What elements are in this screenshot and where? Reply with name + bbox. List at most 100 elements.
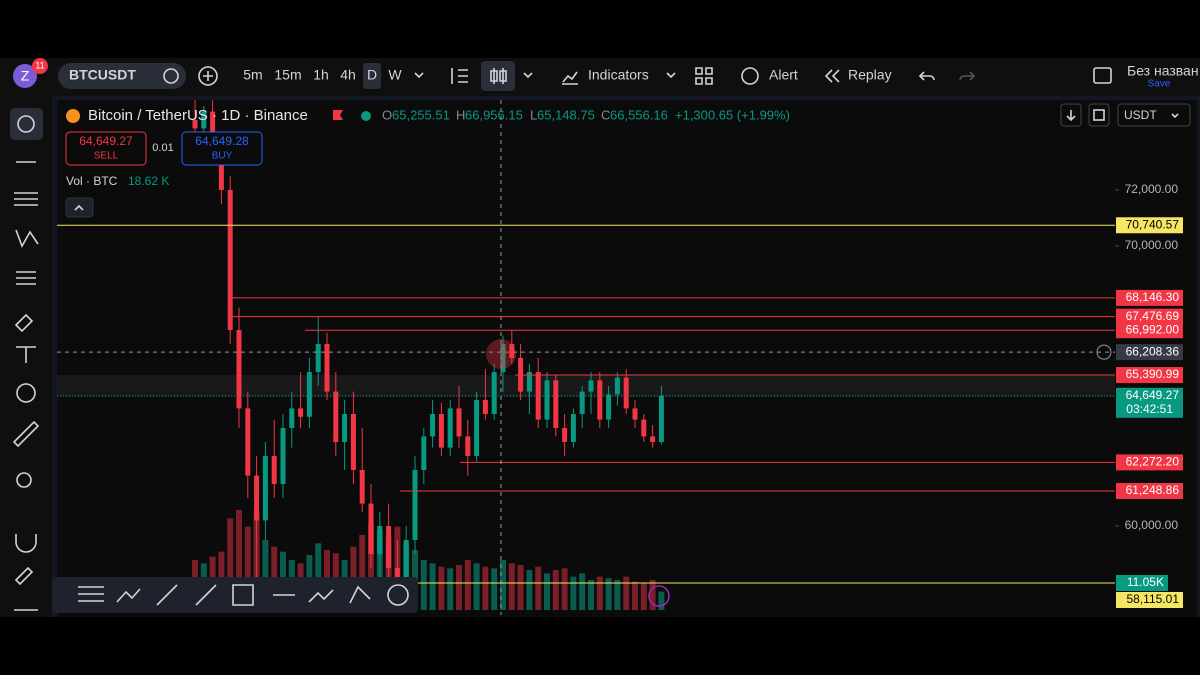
candle-body xyxy=(412,470,418,540)
add-symbol[interactable] xyxy=(198,66,218,86)
candle-body xyxy=(368,503,374,554)
scroll-button[interactable] xyxy=(1060,103,1082,127)
volume-bar xyxy=(447,568,454,610)
candle-body xyxy=(333,391,339,442)
volume-bar xyxy=(614,580,621,610)
volume-bar xyxy=(500,560,506,610)
bar-style[interactable] xyxy=(451,68,468,84)
candle-body xyxy=(606,394,612,420)
volume-bar xyxy=(262,540,269,610)
alert-button[interactable]: Alert xyxy=(769,67,798,83)
candle-body xyxy=(350,414,356,470)
volume-bar xyxy=(438,566,445,610)
volume-marker: 11.05K xyxy=(1127,575,1164,589)
layout-name[interactable]: Без назван xyxy=(1127,63,1199,79)
avatar-letter: Z xyxy=(21,68,30,84)
candle-body xyxy=(526,372,532,392)
icon xyxy=(490,68,507,84)
buy-price: 64,649.28 xyxy=(195,134,249,148)
interval-selected xyxy=(363,63,381,89)
crosshair-box xyxy=(1116,344,1183,361)
candle-body xyxy=(535,372,541,420)
add-alert[interactable] xyxy=(1096,344,1112,360)
volume-bar xyxy=(359,535,366,610)
tool-selected[interactable] xyxy=(10,108,43,140)
candle-body xyxy=(553,380,559,428)
lightning-icon[interactable] xyxy=(648,585,670,607)
volume-bar xyxy=(429,563,436,610)
candle-body xyxy=(306,372,312,417)
interval[interactable]: 15m xyxy=(274,67,301,83)
low-marker: 58,115.01 xyxy=(1127,592,1180,606)
candle-body xyxy=(456,408,462,437)
icon xyxy=(1066,110,1076,122)
volume-bar xyxy=(526,570,533,610)
icon xyxy=(741,67,759,85)
avatar[interactable] xyxy=(13,64,37,88)
symbol-search[interactable] xyxy=(58,63,186,89)
interval[interactable]: D xyxy=(367,67,377,83)
volume-bar xyxy=(588,580,594,610)
level-label-box xyxy=(1116,367,1183,384)
volume-value: 18.62 K xyxy=(128,174,169,188)
layouts[interactable] xyxy=(695,67,713,85)
candle-body xyxy=(271,456,277,484)
icon[interactable] xyxy=(414,72,424,79)
indicators-button[interactable]: Indicators xyxy=(588,67,649,83)
icon[interactable] xyxy=(387,584,409,606)
volume-bar xyxy=(570,576,577,610)
drawing-tools[interactable] xyxy=(12,161,40,553)
volume-bar xyxy=(508,563,515,610)
reset-button[interactable] xyxy=(1088,103,1110,127)
icon[interactable] xyxy=(163,68,179,84)
drawing-toolbar xyxy=(52,577,418,613)
price-tick-label: 70,000.00 xyxy=(1125,238,1179,252)
candle-body xyxy=(597,380,603,420)
interval[interactable]: 4h xyxy=(340,67,356,83)
icon[interactable] xyxy=(666,72,676,79)
sell-button[interactable] xyxy=(65,131,147,166)
candle-body xyxy=(447,408,453,448)
change-value: +1,300.65 (+1.99%) xyxy=(675,107,790,122)
icon[interactable] xyxy=(523,72,533,79)
volume-bar xyxy=(658,591,665,610)
replay-button[interactable]: Replay xyxy=(848,67,892,83)
candle-body xyxy=(650,436,656,442)
candle-body xyxy=(262,456,268,521)
candle-body xyxy=(614,377,620,395)
candle-body xyxy=(192,120,198,129)
badge xyxy=(32,58,48,74)
redo[interactable] xyxy=(959,71,976,81)
emoji-tool[interactable] xyxy=(16,383,36,403)
save-label[interactable]: Save xyxy=(1148,79,1171,90)
zoom-tool[interactable] xyxy=(16,472,32,488)
currency: USDT xyxy=(1124,108,1157,122)
interval[interactable]: W xyxy=(388,67,402,83)
last-price-label: 64,649.27 xyxy=(1126,388,1180,402)
candle-body xyxy=(430,414,436,437)
candle-body xyxy=(201,111,207,129)
buy-button[interactable] xyxy=(181,131,263,166)
candle-style[interactable] xyxy=(481,61,515,91)
icon xyxy=(824,69,840,83)
interval[interactable]: 1h xyxy=(313,67,329,83)
volume-bar xyxy=(456,565,462,610)
volume-marker-box xyxy=(1116,575,1168,591)
currency-select[interactable] xyxy=(1117,103,1191,127)
candle-body xyxy=(421,436,427,470)
layout-icon[interactable] xyxy=(1093,67,1112,84)
level-label-box xyxy=(1116,308,1183,325)
open-key: O xyxy=(382,107,392,122)
interval[interactable]: 5m xyxy=(243,67,262,83)
crosshair-label: 66,208.36 xyxy=(1126,344,1180,358)
volume-bar xyxy=(227,518,234,610)
tools[interactable] xyxy=(14,566,38,611)
drawing-toolbar-tools[interactable] xyxy=(78,584,371,606)
icon xyxy=(562,71,578,85)
candle-body xyxy=(562,428,568,442)
candle-body xyxy=(236,330,242,409)
candle-body xyxy=(658,395,664,442)
undo[interactable] xyxy=(918,71,935,81)
